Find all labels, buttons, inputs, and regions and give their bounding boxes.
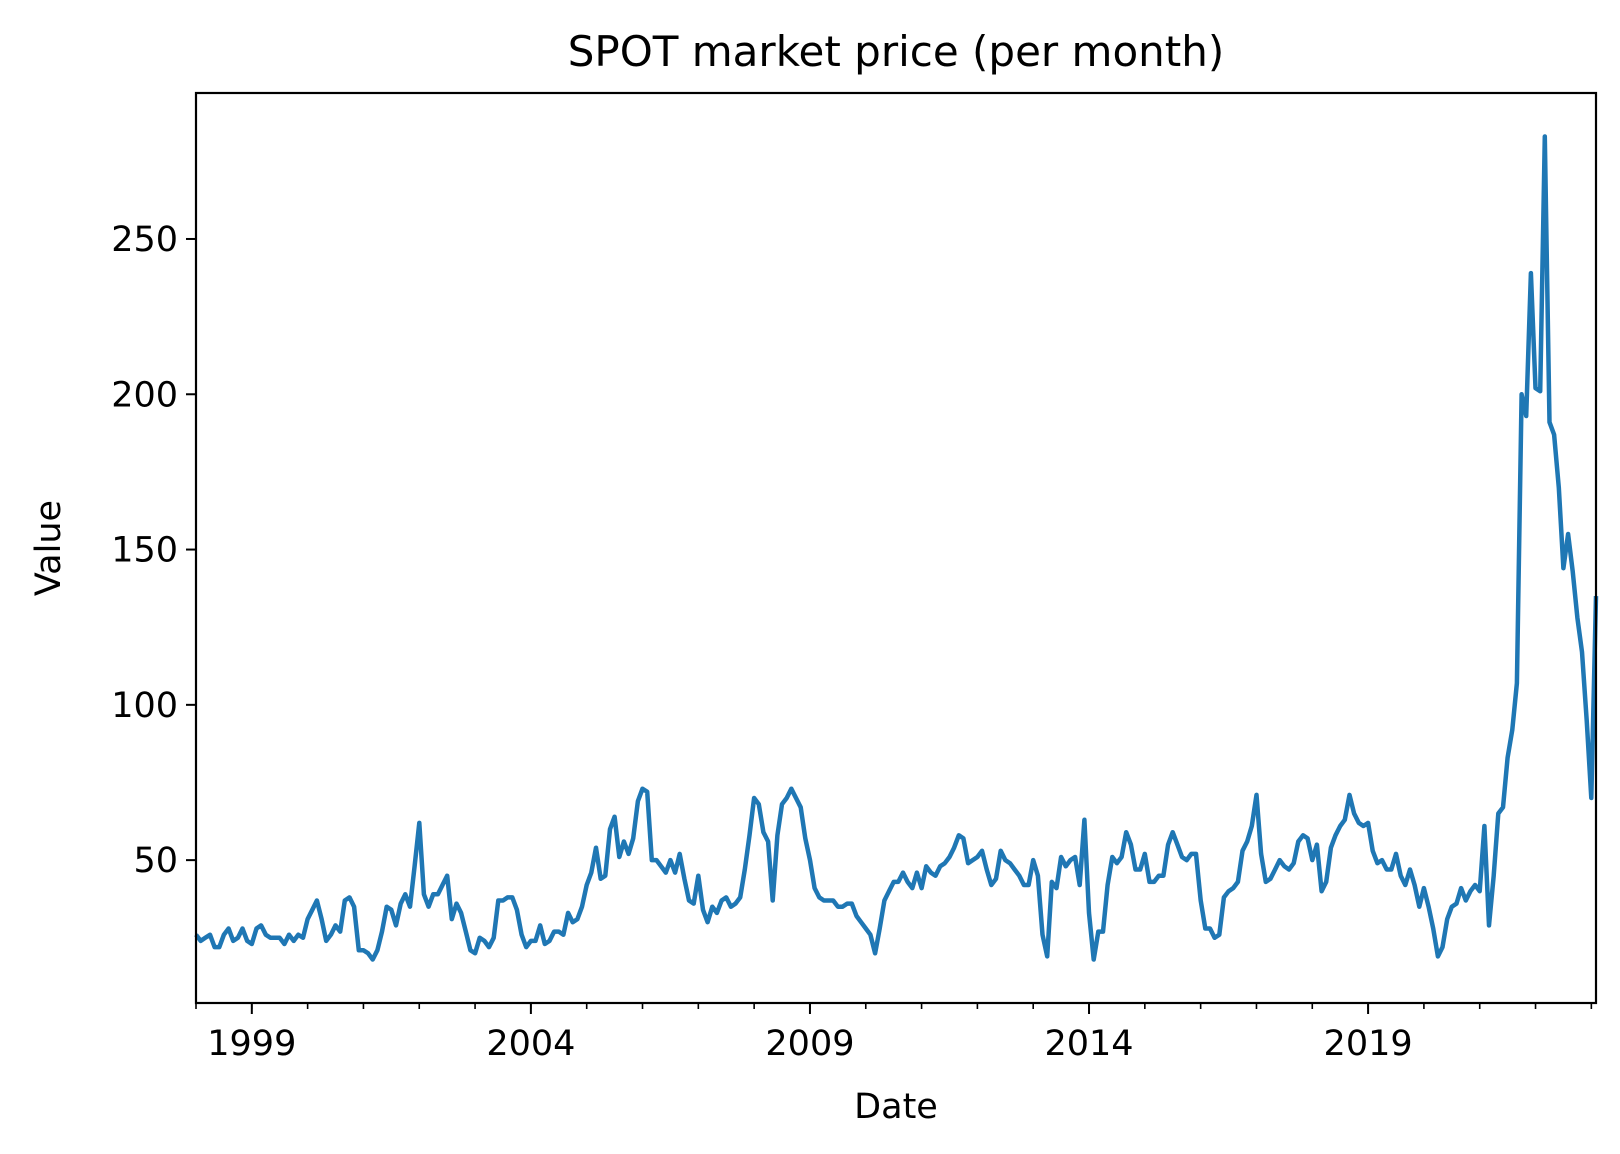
y-tick-label: 250 [111, 220, 178, 260]
x-tick-label: 2004 [486, 1024, 575, 1064]
plot-area-frame [194, 91, 1598, 1005]
y-axis: 50 100 150 200 250 [111, 220, 196, 881]
y-tick-label: 50 [133, 841, 178, 881]
y-tick-label: 150 [111, 531, 178, 571]
y-tick-label: 200 [111, 375, 178, 415]
x-tick-label: 1999 [207, 1024, 296, 1064]
x-axis: 1999 2004 2009 2014 2019 [195, 1003, 1593, 1064]
series-line [194, 134, 1599, 962]
chart-title: SPOT market price (per month) [568, 27, 1225, 76]
y-axis-title: Value [29, 500, 69, 596]
x-tick-label: 2014 [1044, 1024, 1133, 1064]
x-tick-label: 2019 [1324, 1024, 1413, 1064]
x-tick-label: 2009 [765, 1024, 854, 1064]
y-tick-label: 100 [111, 686, 178, 726]
x-axis-title: Date [854, 1087, 938, 1127]
